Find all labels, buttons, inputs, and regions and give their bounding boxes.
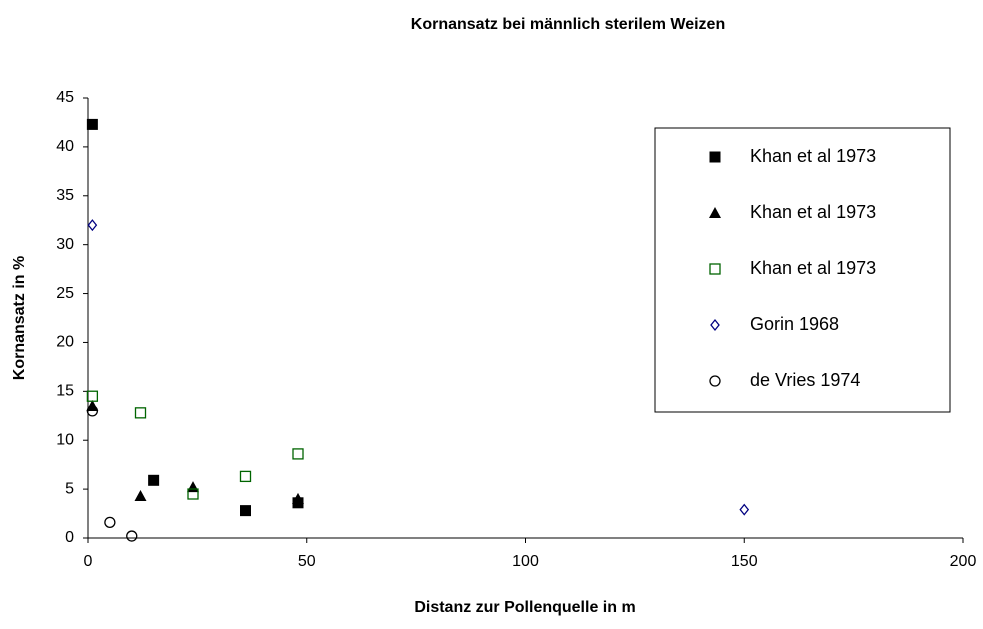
point [739,503,750,516]
x-tick-label: 150 [731,553,758,570]
y-tick-label: 10 [56,431,74,448]
y-tick-label: 20 [56,334,74,351]
point [187,488,199,500]
point [86,405,99,417]
legend-label: Khan et al 1973 [750,258,876,278]
point [126,530,138,542]
point [104,516,116,529]
x-tick-label: 0 [84,553,93,570]
point [134,407,147,419]
legend-label: Khan et al 1973 [750,146,876,166]
legend-box [654,127,951,413]
legend-marker [709,375,721,387]
x-axis-label: Distanz zur Pollenquelle in m [414,599,635,616]
x-tick-label: 200 [950,553,977,570]
legend-marker [710,318,720,332]
y-tick-label: 0 [65,529,74,546]
y-tick-label: 35 [56,187,74,204]
x-tick-label: 100 [512,553,539,570]
legend-marker [709,151,721,163]
legend-label: de Vries 1974 [750,370,860,390]
legend-label: Khan et al 1973 [750,202,876,222]
y-tick-label: 5 [65,480,74,497]
legend-marker [709,207,721,218]
y-tick-label: 45 [56,89,74,106]
legend-label: Gorin 1968 [750,314,839,334]
point [134,489,147,501]
x-tick-label: 50 [298,553,316,570]
point [292,492,304,504]
point [292,448,304,460]
point [240,505,251,517]
point [87,219,98,232]
chart-title: Kornansatz bei männlich sterilem Weizen [411,16,725,33]
point [148,474,160,486]
point [187,481,199,493]
y-tick-label: 25 [56,285,74,302]
legend-marker [709,263,721,275]
y-tick-label: 15 [56,383,74,400]
y-tick-label: 30 [56,236,74,253]
point [86,390,99,402]
y-tick-label: 40 [56,138,74,155]
y-axis-label: Kornansatz in % [11,256,28,380]
point [239,470,252,483]
point [86,118,98,130]
